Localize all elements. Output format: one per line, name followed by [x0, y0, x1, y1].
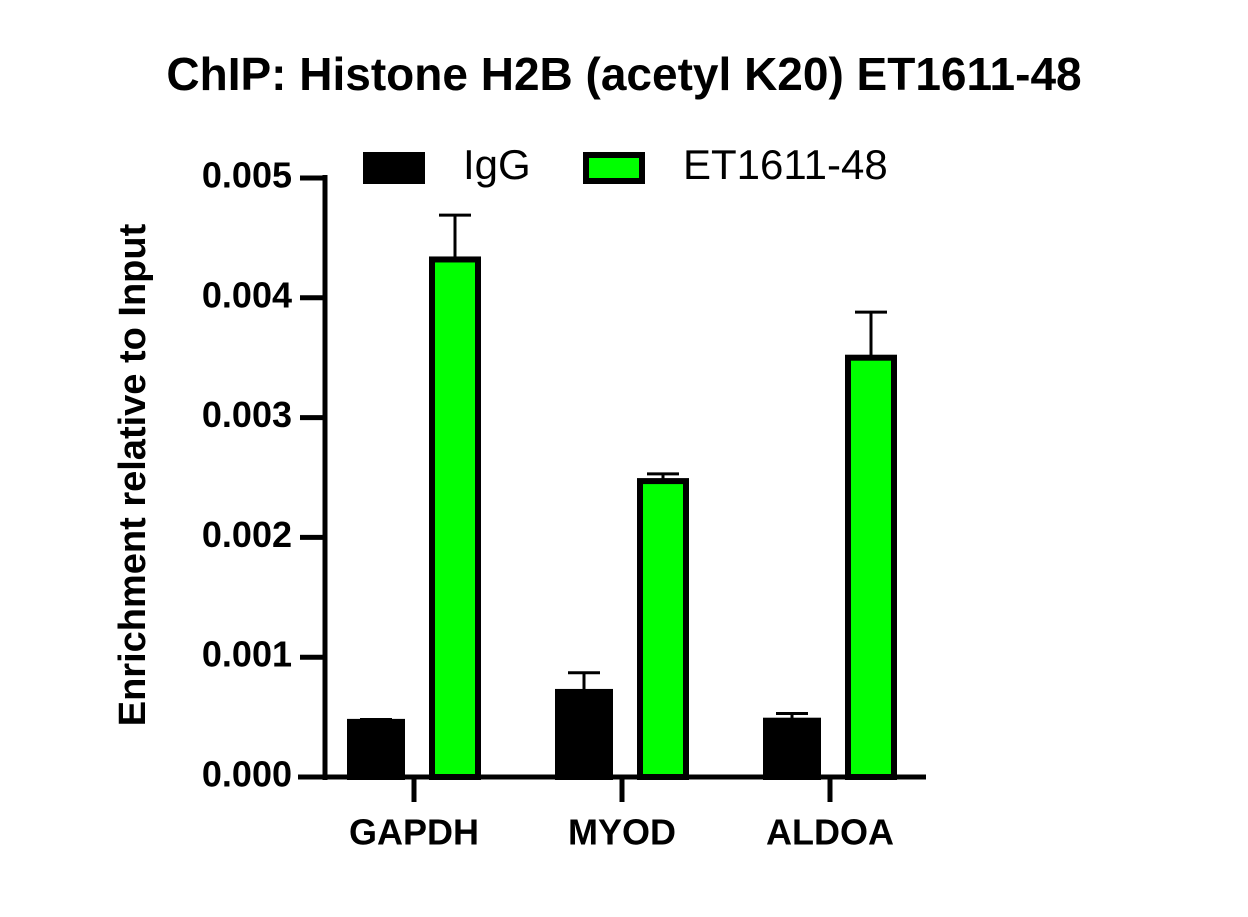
- y-tick-label: 0.000: [202, 754, 292, 795]
- error-bar: [568, 671, 600, 692]
- bar: [763, 717, 821, 780]
- error-bar: [439, 213, 471, 260]
- bar: [637, 478, 689, 780]
- bar: [845, 354, 897, 780]
- bar: [555, 688, 613, 781]
- legend-swatch: [583, 152, 645, 184]
- bar: [429, 256, 481, 780]
- legend-label: IgG: [463, 141, 531, 188]
- bar: [347, 718, 405, 781]
- legend-label: ET1611-48: [683, 141, 888, 188]
- error-bar: [855, 310, 887, 358]
- x-tick-label: MYOD: [568, 812, 676, 853]
- y-tick-label: 0.001: [202, 634, 292, 675]
- y-tick-label: 0.002: [202, 514, 292, 555]
- y-tick-label: 0.004: [202, 274, 292, 315]
- x-tick-label: GAPDH: [349, 812, 479, 853]
- legend-swatch: [363, 152, 425, 184]
- y-tick-label: 0.005: [202, 155, 292, 196]
- y-tick-label: 0.003: [202, 394, 292, 435]
- chart-title: ChIP: Histone H2B (acetyl K20) ET1611-48: [166, 48, 1081, 100]
- y-axis-label: Enrichment relative to Input: [112, 223, 154, 726]
- x-tick-label: ALDOA: [766, 812, 894, 853]
